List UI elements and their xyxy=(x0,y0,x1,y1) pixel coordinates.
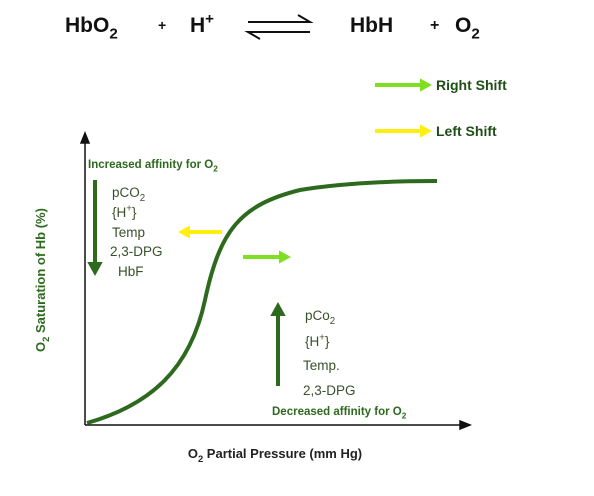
text-part: pCo xyxy=(305,308,330,323)
text-part: 2 xyxy=(140,193,145,204)
equation-term: H+ xyxy=(190,11,214,37)
text-part: HbO xyxy=(65,14,109,37)
y-axis-head xyxy=(79,130,91,144)
factor-label: Temp xyxy=(112,225,145,240)
legend-label: Left Shift xyxy=(436,123,497,139)
arrow-head xyxy=(279,250,291,264)
right-shift-arrow xyxy=(243,250,291,264)
text-part: 2 xyxy=(109,25,117,42)
group-title: Increased affinity for O2 xyxy=(88,159,218,173)
equation-term: + xyxy=(430,17,439,34)
text-part: + xyxy=(319,333,325,344)
text-part: {H xyxy=(112,205,126,220)
increase-arrow xyxy=(270,302,286,386)
text-part: O xyxy=(188,446,198,461)
factor-label: Temp. xyxy=(303,358,340,373)
text-part: + xyxy=(205,11,214,28)
factor-label: {H+} xyxy=(112,204,137,220)
factor-label: HbF xyxy=(118,264,144,279)
text-part: H xyxy=(190,14,205,37)
x-axis-head xyxy=(459,419,473,431)
arrow-head xyxy=(270,302,286,316)
text-part: Partial Pressure (mm Hg) xyxy=(203,446,362,461)
factor-label: pCo2 xyxy=(305,308,335,327)
text-part: 2 xyxy=(198,454,203,464)
text-part: Decreased affinity for O xyxy=(272,406,402,418)
equation-term: O2 xyxy=(455,14,480,42)
dissociation-curve xyxy=(86,179,438,425)
arrow-head xyxy=(420,124,432,138)
legend-label: Right Shift xyxy=(436,77,507,93)
text-part: 2 xyxy=(471,25,479,42)
legend-arrow xyxy=(375,78,432,92)
arrow-head xyxy=(87,262,103,276)
text-part: } xyxy=(132,205,137,220)
forward-arrow xyxy=(248,14,314,23)
decrease-arrow xyxy=(87,180,103,276)
factor-label: 2,3-DPG xyxy=(110,244,163,259)
text-part: } xyxy=(325,334,330,349)
text-part: 2 xyxy=(41,337,51,342)
reverse-arrow xyxy=(244,31,310,40)
equation-term: + xyxy=(158,17,166,33)
factor-label: 2,3-DPG xyxy=(303,383,356,398)
text-part: O xyxy=(33,342,48,352)
arrow-head xyxy=(178,225,190,239)
text-part: 2 xyxy=(402,411,407,420)
factor-label: pCO2 xyxy=(112,185,145,204)
factor-label: {H+} xyxy=(305,333,330,349)
text-part: {H xyxy=(305,334,319,349)
text-part: pCO xyxy=(112,185,140,200)
text-part: O xyxy=(455,14,471,37)
left-shift-arrow xyxy=(178,225,222,239)
equilibrium-arrows xyxy=(244,14,314,40)
y-axis-label: O2 Saturation of Hb (%) xyxy=(33,208,51,352)
equation-term: HbH xyxy=(350,14,393,37)
legend-arrow xyxy=(375,124,432,138)
group-title: Decreased affinity for O2 xyxy=(272,406,407,420)
text-part: 2 xyxy=(330,316,335,327)
text-part: 2 xyxy=(213,164,218,173)
arrow-head xyxy=(420,78,432,92)
text-part: Increased affinity for O xyxy=(88,159,213,171)
x-axis-label: O2 Partial Pressure (mm Hg) xyxy=(188,446,362,464)
text-part: + xyxy=(126,204,132,215)
text-part: Saturation of Hb (%) xyxy=(33,208,48,337)
axes xyxy=(79,130,473,431)
equation-term: HbO2 xyxy=(65,14,118,42)
